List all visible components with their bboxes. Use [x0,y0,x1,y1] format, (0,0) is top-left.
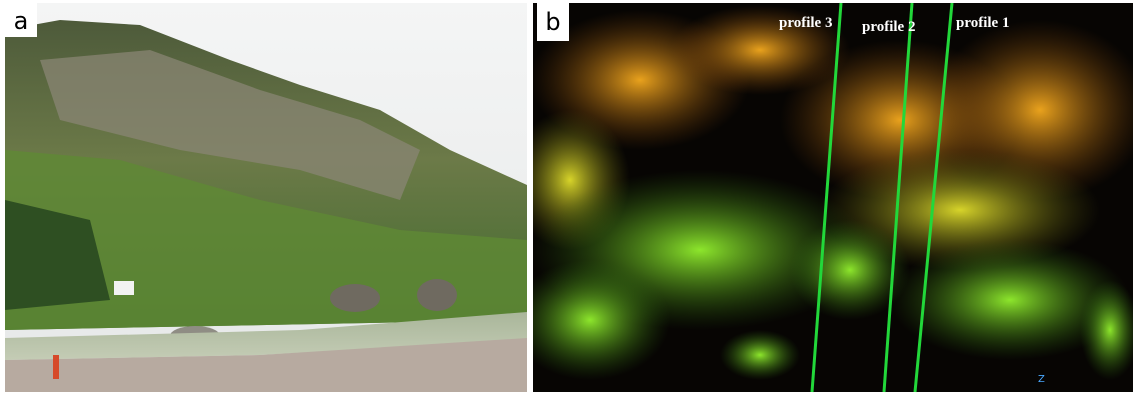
panel-label: b [545,8,560,36]
photo-panel [5,3,527,392]
axis-label: Z [1038,374,1045,385]
point-cloud-panel [510,3,1134,392]
profile-label: profile 2 [862,19,915,35]
profile-label: profile 1 [956,15,1009,31]
figure: a profile 3 profile 2 profile 1 Z b [0,0,1134,394]
panel-label: a [14,7,29,35]
profile-label: profile 3 [779,15,832,31]
